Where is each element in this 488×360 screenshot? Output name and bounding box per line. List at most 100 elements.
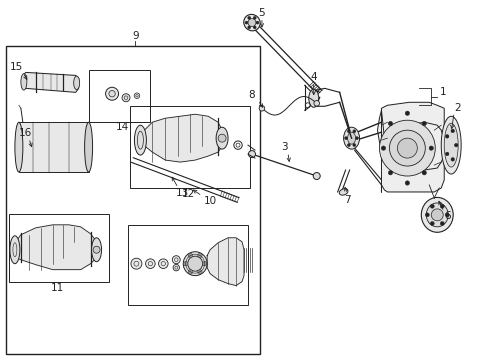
Circle shape — [439, 221, 443, 225]
Polygon shape — [381, 102, 443, 192]
Polygon shape — [207, 238, 244, 285]
Circle shape — [93, 246, 100, 253]
Bar — [88, 71, 150, 122]
Ellipse shape — [308, 89, 318, 107]
Ellipse shape — [421, 197, 452, 232]
Text: 9: 9 — [132, 31, 139, 41]
Bar — [19, 122, 88, 172]
Circle shape — [188, 270, 192, 274]
Ellipse shape — [426, 203, 447, 227]
Text: 8: 8 — [248, 90, 255, 100]
Ellipse shape — [74, 76, 80, 90]
Text: 13: 13 — [175, 188, 188, 198]
Text: 3: 3 — [281, 142, 287, 152]
Circle shape — [247, 26, 250, 29]
Circle shape — [218, 134, 225, 142]
Circle shape — [355, 137, 358, 140]
Text: 4: 4 — [310, 72, 316, 82]
Circle shape — [105, 87, 118, 100]
Circle shape — [428, 146, 432, 150]
Circle shape — [134, 93, 140, 99]
Circle shape — [379, 120, 434, 176]
Circle shape — [313, 100, 319, 106]
Circle shape — [352, 144, 355, 147]
Circle shape — [253, 26, 256, 29]
Ellipse shape — [91, 238, 102, 262]
Circle shape — [197, 270, 202, 274]
Ellipse shape — [21, 74, 27, 90]
Polygon shape — [23, 72, 79, 92]
Text: 2: 2 — [453, 103, 460, 113]
Text: 11: 11 — [51, 283, 64, 293]
Text: 6: 6 — [443, 211, 449, 221]
Circle shape — [247, 19, 255, 27]
Circle shape — [344, 137, 347, 140]
Circle shape — [247, 16, 250, 19]
Circle shape — [397, 138, 416, 158]
Circle shape — [445, 152, 448, 156]
Circle shape — [405, 111, 409, 116]
Ellipse shape — [84, 122, 92, 172]
Circle shape — [158, 259, 168, 269]
Circle shape — [188, 253, 192, 258]
Circle shape — [346, 130, 349, 133]
Circle shape — [253, 16, 256, 19]
Ellipse shape — [216, 127, 227, 149]
Ellipse shape — [339, 189, 347, 195]
Circle shape — [259, 105, 264, 111]
Circle shape — [381, 146, 385, 150]
Circle shape — [450, 158, 454, 161]
Circle shape — [183, 252, 207, 276]
Circle shape — [387, 171, 392, 175]
Polygon shape — [135, 114, 224, 162]
Circle shape — [173, 265, 179, 271]
Bar — [130, 106, 249, 188]
Text: 14: 14 — [116, 122, 129, 132]
Circle shape — [202, 261, 206, 266]
Ellipse shape — [10, 236, 20, 264]
Ellipse shape — [440, 116, 460, 174]
Circle shape — [387, 121, 392, 126]
Circle shape — [425, 213, 428, 217]
Bar — [6, 45, 260, 354]
Polygon shape — [377, 110, 443, 170]
Polygon shape — [13, 225, 96, 270]
Bar — [9, 214, 108, 282]
Circle shape — [145, 259, 155, 269]
Text: 16: 16 — [19, 128, 32, 138]
Circle shape — [122, 94, 130, 102]
Bar — [128, 225, 247, 305]
Text: 7: 7 — [344, 195, 350, 205]
Circle shape — [429, 221, 433, 225]
Circle shape — [197, 253, 202, 258]
Circle shape — [313, 172, 320, 180]
Circle shape — [172, 256, 180, 264]
Circle shape — [248, 150, 255, 158]
Ellipse shape — [15, 122, 23, 172]
Circle shape — [445, 135, 448, 138]
Circle shape — [255, 21, 259, 24]
Circle shape — [421, 171, 426, 175]
Circle shape — [444, 213, 448, 217]
Circle shape — [183, 261, 187, 266]
Circle shape — [405, 181, 409, 185]
Text: 12: 12 — [181, 189, 194, 199]
Circle shape — [430, 209, 442, 221]
Ellipse shape — [343, 127, 359, 149]
Circle shape — [244, 21, 247, 24]
Circle shape — [453, 143, 457, 147]
Ellipse shape — [134, 125, 146, 155]
Circle shape — [109, 91, 115, 97]
Circle shape — [187, 256, 202, 271]
Text: 10: 10 — [203, 196, 216, 206]
Circle shape — [131, 258, 142, 269]
Circle shape — [346, 144, 349, 147]
Text: 5: 5 — [258, 8, 264, 18]
Text: 15: 15 — [10, 62, 23, 72]
Circle shape — [352, 130, 355, 133]
Ellipse shape — [443, 123, 457, 167]
Circle shape — [439, 204, 443, 208]
Circle shape — [450, 129, 454, 133]
Ellipse shape — [243, 14, 260, 31]
Ellipse shape — [347, 132, 355, 144]
